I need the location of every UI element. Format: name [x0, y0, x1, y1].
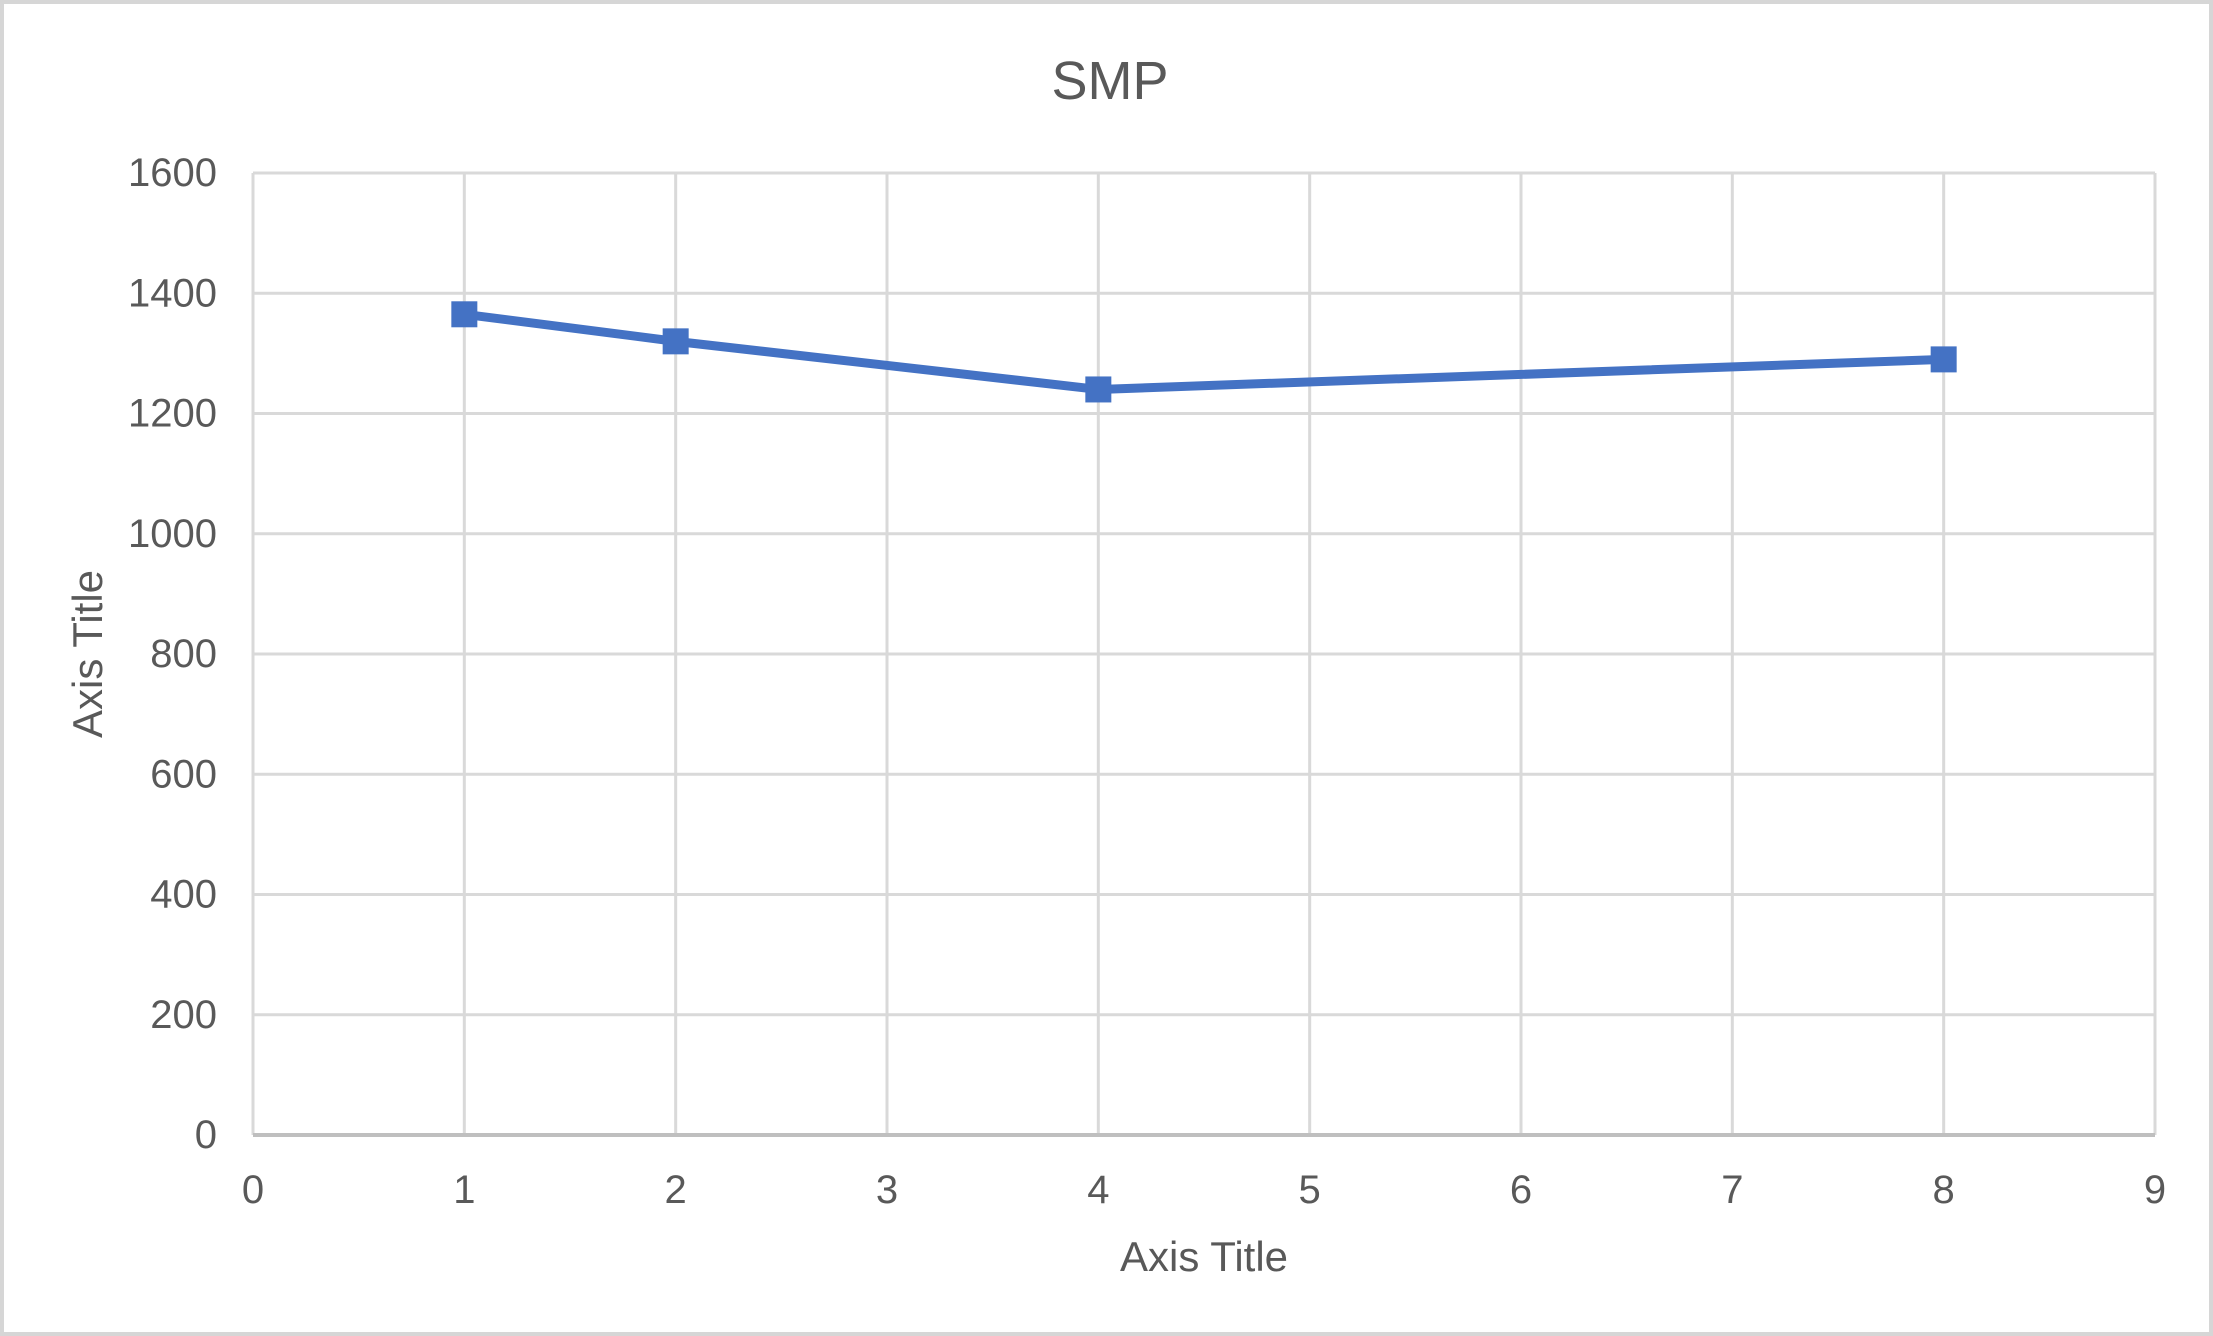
y-tick-label: 600	[150, 752, 217, 796]
x-tick-label: 8	[1933, 1168, 1955, 1212]
data-point-marker	[1930, 346, 1957, 373]
y-tick-label: 200	[150, 993, 217, 1037]
data-point-marker	[451, 301, 478, 328]
x-tick-label: 5	[1299, 1168, 1321, 1212]
y-tick-label: 400	[150, 873, 217, 917]
chart-layers: 0 200 400 600 800 1000 1200 1400 1600 0 1 2 3 4 5 6 7 8 9	[128, 151, 2166, 1212]
data-point-marker	[662, 328, 689, 355]
series-line	[459, 309, 1949, 394]
x-tick-label: 0	[242, 1168, 264, 1212]
chart-title: SMP	[1051, 51, 1168, 111]
y-tick-label: 1600	[128, 151, 217, 195]
x-tick-label: 4	[1087, 1168, 1109, 1212]
y-tick-label: 1000	[128, 512, 217, 556]
x-tick-label: 9	[2144, 1168, 2166, 1212]
y-tick-label: 1200	[128, 392, 217, 436]
y-tick-label: 0	[195, 1113, 217, 1157]
y-tick-label: 800	[150, 632, 217, 676]
y-tick-label: 1400	[128, 271, 217, 315]
x-axis-title: Axis Title	[1120, 1233, 1288, 1280]
x-tick-label: 1	[453, 1168, 475, 1212]
x-tick-label: 3	[876, 1168, 898, 1212]
y-axis-title: Axis Title	[64, 570, 111, 738]
x-tick-label: 7	[1721, 1168, 1743, 1212]
x-tick-label: 2	[665, 1168, 687, 1212]
data-point-marker	[1085, 376, 1112, 403]
x-tick-label: 6	[1510, 1168, 1532, 1212]
